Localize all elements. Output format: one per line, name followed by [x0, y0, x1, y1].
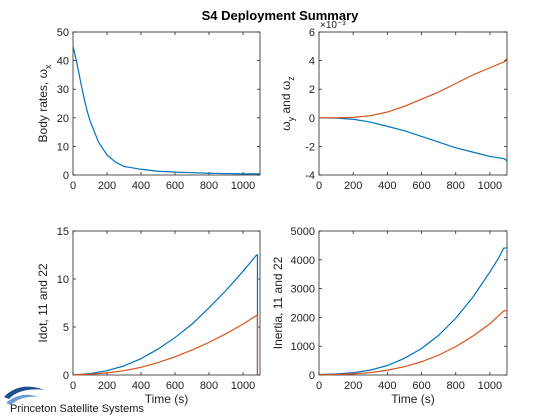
y-tick-label: 6 — [309, 27, 315, 39]
y-tick-label: 0 — [63, 170, 69, 182]
y-tick-label: 5000 — [291, 226, 315, 238]
x-tick-label: 600 — [166, 380, 184, 392]
y-tick-label: 20 — [57, 113, 69, 125]
axes-box — [72, 230, 261, 376]
x-tick-label: 0 — [70, 380, 76, 392]
x-axis-label: Time (s) — [391, 392, 435, 406]
x-tick-label: 600 — [412, 380, 430, 392]
company-logo: Princeton Satellite Systems — [4, 386, 144, 415]
y-tick-label: 15 — [57, 226, 69, 238]
x-tick-label: 400 — [132, 380, 150, 392]
y-axis-label: Body rates, ωx — [36, 64, 53, 142]
series-line-1 — [318, 247, 508, 376]
y-tick-label: 2000 — [291, 312, 315, 324]
y-tick-label: 4000 — [291, 255, 315, 267]
y-tick-label: 0 — [63, 370, 69, 382]
y-tick-label: 0 — [309, 370, 315, 382]
y-tick-label: 0 — [309, 113, 315, 125]
x-tick-label: 200 — [98, 380, 116, 392]
x-tick-label: 1000 — [231, 380, 255, 392]
x-tick-label: 1000 — [478, 380, 502, 392]
x-tick-label: 600 — [412, 180, 430, 192]
axes-box — [318, 230, 508, 376]
y-tick-label: 10 — [57, 141, 69, 153]
x-tick-label: 600 — [166, 180, 184, 192]
x-tick-label: 800 — [447, 180, 465, 192]
y-tick-label: 3000 — [291, 284, 315, 296]
logo-text: Princeton Satellite Systems — [10, 403, 144, 415]
series-line-1 — [72, 46, 260, 175]
series-line-2 — [319, 57, 508, 119]
x-tick-label: 0 — [70, 180, 76, 192]
series-line-1 — [318, 117, 508, 162]
series-line-1 — [72, 254, 259, 376]
y-tick-label: 30 — [57, 84, 69, 96]
x-tick-label: 200 — [344, 380, 362, 392]
y-tick-label: -2 — [305, 141, 315, 153]
y-tick-label: 1000 — [291, 341, 315, 353]
x-tick-label: 800 — [200, 380, 218, 392]
x-tick-label: 400 — [378, 180, 396, 192]
x-tick-label: 400 — [378, 380, 396, 392]
y-tick-label: 50 — [57, 27, 69, 39]
y-tick-label: 4 — [309, 56, 315, 68]
y-axis-label: ωy and ωz — [279, 76, 296, 131]
subplot-omega-y-z: 0 200 400 600 800 1000 -4 -2 0 2 4 6 ×10⁻³ ωy and ω… — [279, 20, 508, 192]
x-tick-label: 0 — [316, 180, 322, 192]
y-tick-label: 5 — [63, 322, 69, 334]
y-axis-label: Inertia, 11 and 22 — [271, 256, 285, 349]
logo-swoosh-icon — [4, 386, 44, 399]
x-axis-label: Time (s) — [145, 392, 189, 406]
y-tick-label: -4 — [305, 170, 315, 182]
y-tick-label: 10 — [57, 274, 69, 286]
x-tick-label: 200 — [344, 180, 362, 192]
logo-swoosh-accent-icon — [6, 394, 38, 405]
y-tick-label: 40 — [57, 56, 69, 68]
subplot-inertia: 0 200 400 600 800 1000 0 1000 2000 3000 4000 5000 I… — [271, 226, 508, 406]
series-line-2 — [72, 314, 259, 376]
y-tick-label: 2 — [309, 84, 315, 96]
x-tick-label: 1000 — [231, 180, 255, 192]
series-line-2 — [318, 309, 508, 376]
x-tick-label: 800 — [200, 180, 218, 192]
y-axis-label: Idot, 11 and 22 — [36, 263, 50, 343]
x-tick-label: 0 — [316, 380, 322, 392]
x-tick-label: 200 — [98, 180, 116, 192]
axes-box — [72, 31, 261, 176]
figure-suptitle: S4 Deployment Summary — [202, 8, 360, 23]
x-tick-label: 1000 — [478, 180, 502, 192]
axes-box — [318, 31, 508, 176]
y-axis-exponent: ×10⁻³ — [320, 20, 346, 31]
x-tick-label: 400 — [132, 180, 150, 192]
subplot-body-rates: 0 200 400 600 800 1000 0 10 20 30 40 50 Body rates,… — [36, 27, 261, 192]
x-tick-label: 800 — [447, 380, 465, 392]
